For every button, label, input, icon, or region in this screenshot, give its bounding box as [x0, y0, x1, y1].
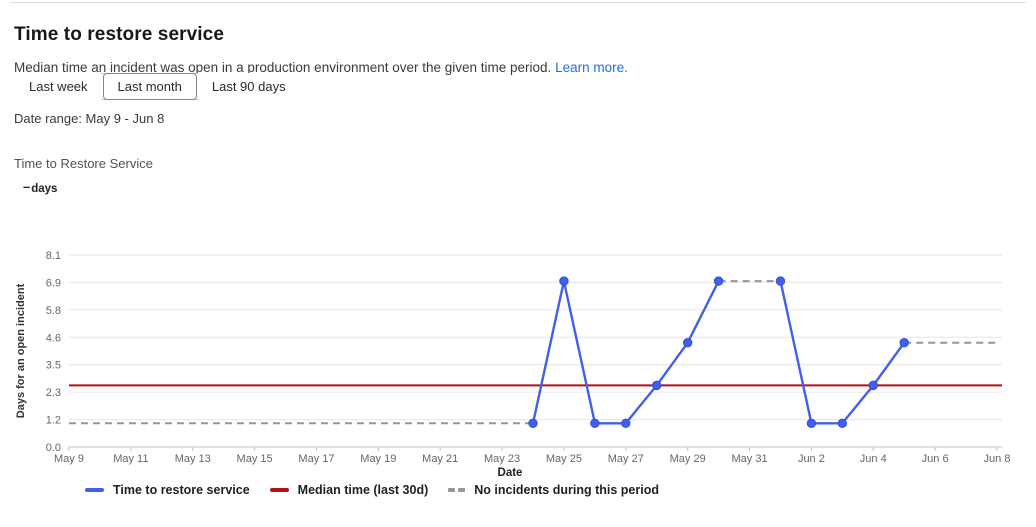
- page-description: Median time an incident was open in a pr…: [14, 60, 628, 75]
- blue-line-icon: [85, 488, 104, 492]
- svg-text:6.9: 6.9: [46, 277, 61, 289]
- svg-text:8.1: 8.1: [46, 250, 61, 262]
- svg-text:May 13: May 13: [175, 453, 211, 465]
- svg-text:May 27: May 27: [608, 453, 644, 465]
- svg-text:5.8: 5.8: [46, 305, 61, 317]
- svg-text:May 23: May 23: [484, 453, 520, 465]
- svg-text:May 11: May 11: [113, 453, 148, 465]
- stat-value: –: [23, 179, 30, 194]
- svg-text:Jun 8: Jun 8: [984, 453, 1011, 465]
- svg-text:0.0: 0.0: [46, 442, 61, 454]
- filter-last-90-days-button[interactable]: Last 90 days: [196, 73, 301, 100]
- top-divider: [10, 2, 1026, 3]
- stat-unit: days: [31, 183, 58, 195]
- svg-text:Jun 4: Jun 4: [860, 453, 887, 465]
- learn-more-link[interactable]: Learn more.: [555, 59, 628, 75]
- svg-text:1.2: 1.2: [46, 415, 61, 427]
- page-description-text: Median time an incident was open in a pr…: [14, 59, 552, 75]
- svg-text:2.3: 2.3: [46, 387, 61, 399]
- time-range-filter: Last week Last month Last 90 days: [14, 73, 301, 100]
- svg-text:Days for an open incident: Days for an open incident: [15, 283, 27, 418]
- date-range-text: Date range: May 9 - Jun 8: [14, 111, 165, 126]
- svg-text:May 25: May 25: [546, 453, 582, 465]
- svg-text:4.6: 4.6: [46, 332, 61, 344]
- svg-text:May 9: May 9: [54, 453, 84, 465]
- chart-legend: Time to restore service Median time (las…: [85, 483, 659, 497]
- svg-text:3.5: 3.5: [46, 360, 61, 372]
- legend-item-time-to-restore[interactable]: Time to restore service: [85, 483, 250, 497]
- chart-stat: – days: [23, 179, 58, 196]
- red-line-icon: [269, 488, 289, 492]
- chart-title: Time to Restore Service: [14, 156, 153, 171]
- svg-text:May 19: May 19: [360, 453, 396, 465]
- svg-text:May 31: May 31: [731, 453, 767, 465]
- page-title: Time to restore service: [14, 23, 225, 45]
- legend-label: Median time (last 30d): [297, 483, 429, 497]
- legend-item-median-time[interactable]: Median time (last 30d): [269, 483, 429, 497]
- svg-text:May 21: May 21: [422, 453, 458, 465]
- svg-text:Jun 6: Jun 6: [922, 453, 949, 465]
- svg-text:Jun 2: Jun 2: [798, 453, 825, 465]
- legend-item-no-incidents[interactable]: No incidents during this period: [448, 483, 659, 497]
- legend-label: No incidents during this period: [474, 483, 659, 497]
- svg-text:Date: Date: [498, 467, 523, 479]
- time-to-restore-chart: 0.0 1.2 2.3 3.5 4.6 5.8 6.9 8.1 Days for an open…: [15, 250, 1011, 479]
- filter-last-month-button[interactable]: Last month: [102, 73, 197, 100]
- gray-dashed-line-icon: [448, 488, 466, 492]
- svg-text:May 15: May 15: [237, 453, 273, 465]
- svg-text:May 17: May 17: [298, 453, 334, 465]
- svg-text:May 29: May 29: [670, 453, 706, 465]
- filter-last-week-button[interactable]: Last week: [14, 73, 103, 100]
- legend-label: Time to restore service: [113, 483, 250, 497]
